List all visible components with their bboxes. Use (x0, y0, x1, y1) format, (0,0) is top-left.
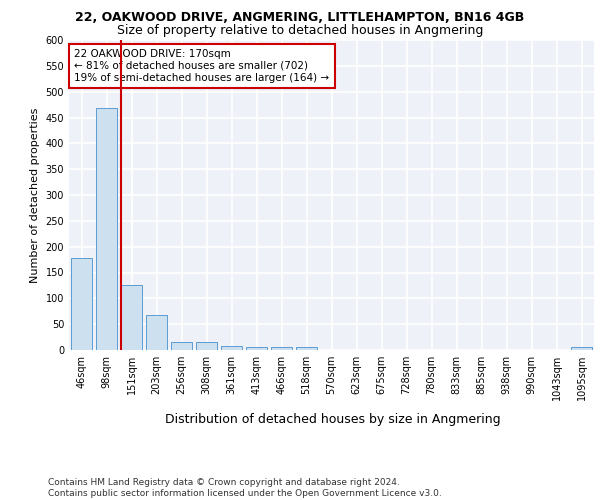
Y-axis label: Number of detached properties: Number of detached properties (30, 108, 40, 282)
Bar (171, 342, 192, 350)
Text: Distribution of detached houses by size in Angmering: Distribution of detached houses by size … (165, 412, 501, 426)
Bar (296, 348, 317, 350)
Text: 22, OAKWOOD DRIVE, ANGMERING, LITTLEHAMPTON, BN16 4GB: 22, OAKWOOD DRIVE, ANGMERING, LITTLEHAMP… (76, 11, 524, 24)
Bar (96, 108, 117, 350)
Text: Contains HM Land Registry data © Crown copyright and database right 2024.
Contai: Contains HM Land Registry data © Crown c… (48, 478, 442, 498)
Bar (196, 342, 217, 350)
Bar (146, 315, 167, 350)
Bar (221, 346, 242, 350)
Bar (121, 286, 142, 350)
Bar (571, 348, 592, 350)
Bar (246, 347, 267, 350)
Bar (71, 258, 92, 350)
Text: Size of property relative to detached houses in Angmering: Size of property relative to detached ho… (117, 24, 483, 37)
Text: 22 OAKWOOD DRIVE: 170sqm
← 81% of detached houses are smaller (702)
19% of semi-: 22 OAKWOOD DRIVE: 170sqm ← 81% of detach… (74, 50, 329, 82)
Bar (271, 348, 292, 350)
